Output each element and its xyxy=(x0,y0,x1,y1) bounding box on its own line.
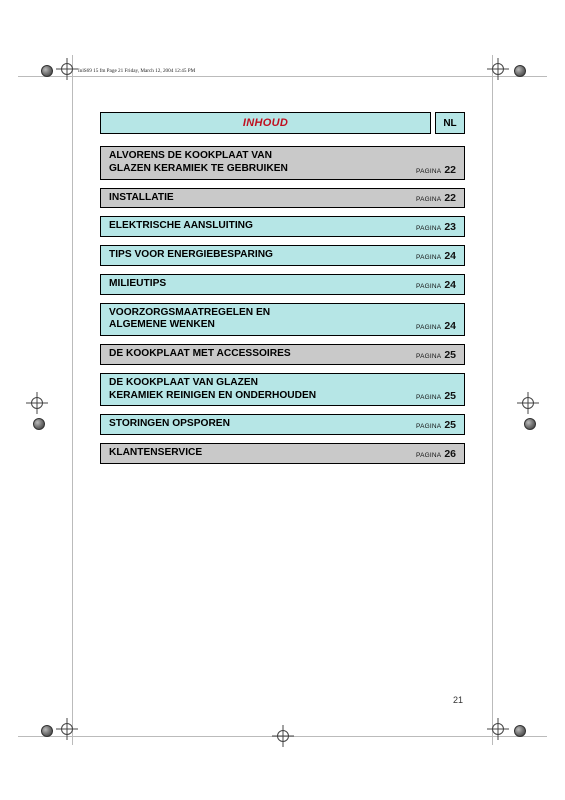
page-number-value: 25 xyxy=(444,419,456,431)
toc-title: INSTALLATIE xyxy=(109,192,174,205)
toc-title: TIPS VOOR ENERGIEBESPARING xyxy=(109,249,273,262)
toc-row: MILIEUTIPS PAGINA24 xyxy=(100,274,465,295)
page-label: PAGINA xyxy=(416,283,441,290)
toc-row: TIPS VOOR ENERGIEBESPARING PAGINA24 xyxy=(100,245,465,266)
toc-page-ref: PAGINA25 xyxy=(416,349,456,361)
page-number-value: 24 xyxy=(444,250,456,262)
toc-title: DE KOOKPLAAT MET ACCESSOIRES xyxy=(109,348,291,361)
page-number-value: 24 xyxy=(444,279,456,291)
reg-mark-mr xyxy=(521,415,537,431)
page-number: 21 xyxy=(453,695,463,705)
toc-row: DE KOOKPLAAT MET ACCESSOIRES PAGINA25 xyxy=(100,344,465,365)
page-label: PAGINA xyxy=(416,225,441,232)
header-row: INHOUD NL xyxy=(100,112,465,134)
section-title: INHOUD xyxy=(100,112,431,134)
page-number-value: 22 xyxy=(444,164,456,176)
page-label: PAGINA xyxy=(416,394,441,401)
toc-row: ELEKTRISCHE AANSLUITING PAGINA23 xyxy=(100,216,465,237)
page-label: PAGINA xyxy=(416,324,441,331)
toc-title: KLANTENSERVICE xyxy=(109,447,202,460)
toc-page-ref: PAGINA22 xyxy=(416,192,456,204)
toc-title: MILIEUTIPS xyxy=(109,278,166,291)
toc-title: STORINGEN OPSPOREN xyxy=(109,418,230,431)
reg-target-bl xyxy=(56,718,78,740)
reg-mark-bl xyxy=(38,722,54,738)
toc-row: INSTALLATIE PAGINA22 xyxy=(100,188,465,209)
toc-page-ref: PAGINA22 xyxy=(416,164,456,176)
toc-page-ref: PAGINA25 xyxy=(416,390,456,402)
reg-mark-br xyxy=(511,722,527,738)
reg-mark-ml xyxy=(30,415,46,431)
page-label: PAGINA xyxy=(416,196,441,203)
toc-page-ref: PAGINA25 xyxy=(416,419,456,431)
page-number-value: 22 xyxy=(444,192,456,204)
toc-row: ALVORENS DE KOOKPLAAT VANGLAZEN KERAMIEK… xyxy=(100,146,465,180)
toc-title: ALVORENS DE KOOKPLAAT VANGLAZEN KERAMIEK… xyxy=(109,150,288,176)
toc-title: DE KOOKPLAAT VAN GLAZENKERAMIEK REINIGEN… xyxy=(109,377,316,403)
page-label: PAGINA xyxy=(416,353,441,360)
toc-list: ALVORENS DE KOOKPLAAT VANGLAZEN KERAMIEK… xyxy=(100,146,465,464)
page-label: PAGINA xyxy=(416,254,441,261)
reg-target-ml xyxy=(26,392,48,414)
reg-target-tl xyxy=(56,58,78,80)
reg-target-br xyxy=(487,718,509,740)
toc-page-ref: PAGINA26 xyxy=(416,448,456,460)
reg-target-tr xyxy=(487,58,509,80)
page-number-value: 25 xyxy=(444,390,456,402)
page-label: PAGINA xyxy=(416,423,441,430)
reg-target-mr xyxy=(517,392,539,414)
toc-page-ref: PAGINA24 xyxy=(416,279,456,291)
toc-title: VOORZORGSMAATREGELEN ENALGEMENE WENKEN xyxy=(109,307,270,333)
toc-row: KLANTENSERVICE PAGINA26 xyxy=(100,443,465,464)
toc-page-ref: PAGINA24 xyxy=(416,250,456,262)
page-number-value: 23 xyxy=(444,221,456,233)
language-badge: NL xyxy=(435,112,465,134)
page-number-value: 25 xyxy=(444,349,456,361)
toc-page-ref: PAGINA23 xyxy=(416,221,456,233)
reg-target-bc xyxy=(272,725,294,747)
page-build-info: InlS69 15 fm Page 21 Friday, March 12, 2… xyxy=(78,68,195,74)
page-number-value: 24 xyxy=(444,320,456,332)
reg-mark-tr xyxy=(511,62,527,78)
toc-page-ref: PAGINA24 xyxy=(416,320,456,332)
content-area: INHOUD NL ALVORENS DE KOOKPLAAT VANGLAZE… xyxy=(100,112,465,464)
toc-row: VOORZORGSMAATREGELEN ENALGEMENE WENKEN PA… xyxy=(100,303,465,337)
page-number-value: 26 xyxy=(444,448,456,460)
toc-row: DE KOOKPLAAT VAN GLAZENKERAMIEK REINIGEN… xyxy=(100,373,465,407)
toc-row: STORINGEN OPSPOREN PAGINA25 xyxy=(100,414,465,435)
page-label: PAGINA xyxy=(416,452,441,459)
page-label: PAGINA xyxy=(416,168,441,175)
toc-title: ELEKTRISCHE AANSLUITING xyxy=(109,220,253,233)
reg-mark-tl xyxy=(38,62,54,78)
